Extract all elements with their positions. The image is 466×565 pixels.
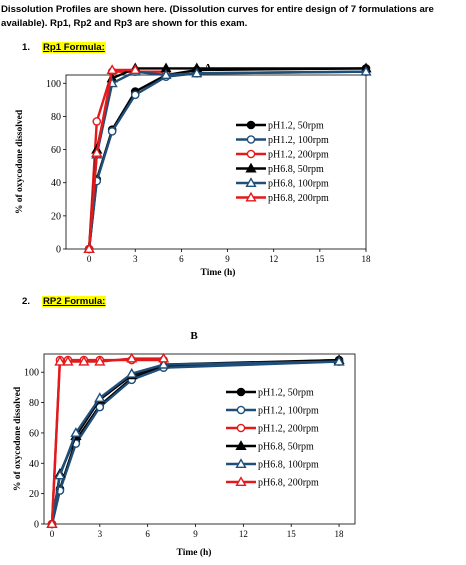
legend-marker — [246, 120, 256, 130]
data-point — [158, 352, 170, 363]
legend-label: pH6.8, 200rpm — [268, 193, 329, 204]
section-heading-rp2: 2. RP2 Formula: — [22, 296, 107, 307]
x-tick-label: 3 — [98, 529, 103, 539]
y-tick-label: 20 — [51, 211, 61, 222]
data-point — [333, 355, 345, 366]
legend-label: pH1.2, 100rpm — [258, 406, 319, 417]
x-axis-label: Time (h) — [201, 267, 236, 278]
x-tick-label: 6 — [145, 529, 150, 539]
data-point — [126, 352, 138, 363]
data-point — [106, 64, 118, 75]
legend-marker — [235, 440, 247, 451]
x-axis-label: Time (h) — [177, 547, 212, 558]
x-tick-label: 0 — [87, 254, 92, 264]
data-point — [191, 67, 203, 78]
legend-marker — [236, 405, 246, 415]
section-title: Rp1 Formula: — [42, 42, 106, 53]
y-tick-label: 80 — [51, 112, 61, 123]
data-point — [83, 243, 95, 254]
data-point — [91, 147, 103, 157]
data-point — [130, 90, 140, 100]
y-tick-label: 60 — [51, 145, 61, 156]
legend-label: pH6.8, 100rpm — [268, 179, 329, 190]
y-axis-label: % of oxycodone dissolved — [15, 109, 25, 214]
legend-marker — [245, 191, 257, 202]
legend-marker — [236, 423, 246, 433]
x-tick-label: 9 — [225, 254, 230, 264]
legend-label: pH1.2, 50rpm — [268, 121, 324, 132]
legend-marker — [246, 149, 256, 159]
y-tick-label: 100 — [24, 368, 39, 379]
data-point — [54, 469, 66, 480]
y-tick-label: 60 — [29, 428, 39, 439]
legend-marker — [245, 177, 257, 188]
y-axis-label: % of oxycodone dissolved — [13, 386, 23, 491]
y-tick-label: 0 — [34, 520, 39, 531]
legend-label: pH1.2, 50rpm — [258, 388, 314, 399]
legend-marker — [245, 162, 257, 173]
series-line-6 — [50, 357, 164, 525]
legend-marker — [246, 135, 256, 144]
section-heading-rp1: 1. Rp1 Formula: — [22, 42, 106, 53]
data-point — [94, 392, 106, 403]
data-point — [129, 64, 141, 75]
y-tick-label: 40 — [29, 459, 39, 470]
dissolution-chart-rp2: B 0 20 40 60 80 100 0 3 6 9 12 15 18 Time (h) % of oxyc… — [13, 330, 356, 558]
plot-frame — [43, 353, 356, 525]
x-tick-label: 0 — [50, 529, 55, 539]
data-point — [78, 355, 90, 366]
data-point — [92, 117, 102, 126]
legend-marker — [235, 476, 247, 487]
intro-paragraph: Dissolution Profiles are shown here. (Di… — [1, 4, 434, 29]
data-point — [70, 427, 82, 437]
plot-frame — [65, 74, 367, 250]
legend-label: pH6.8, 200rpm — [258, 478, 319, 489]
data-point — [107, 127, 117, 136]
legend-label: pH1.2, 200rpm — [268, 150, 329, 161]
data-point — [360, 65, 372, 76]
data-point — [46, 518, 58, 529]
legend-label: pH1.2, 100rpm — [268, 135, 329, 146]
data-point — [94, 355, 106, 366]
data-point — [126, 367, 138, 378]
legend-label: pH6.8, 100rpm — [258, 460, 319, 471]
legend-label: pH1.2, 200rpm — [258, 424, 319, 435]
x-tick-label: 3 — [133, 254, 138, 264]
series-line-3 — [87, 70, 166, 250]
section-number: 2. — [22, 296, 31, 307]
x-tick-label: 15 — [287, 529, 297, 539]
section-title: RP2 Formula: — [42, 296, 107, 307]
y-tick-label: 40 — [51, 178, 61, 189]
x-tick-label: 6 — [179, 254, 184, 264]
x-tick-label: 9 — [193, 529, 198, 539]
series-line-6 — [87, 68, 136, 250]
y-tick-label: 100 — [46, 79, 61, 90]
data-point — [54, 355, 66, 366]
data-point — [160, 69, 172, 79]
legend-label: pH6.8, 50rpm — [268, 164, 324, 175]
legend-label: pH6.8, 50rpm — [258, 442, 314, 453]
panel-label: B — [190, 330, 198, 342]
x-tick-label: 18 — [335, 529, 345, 539]
series-line-3 — [50, 358, 164, 525]
x-tick-label: 15 — [315, 254, 325, 264]
x-tick-label: 18 — [362, 254, 372, 264]
data-point — [62, 355, 74, 366]
x-tick-label: 12 — [269, 254, 278, 264]
y-tick-label: 20 — [29, 489, 39, 500]
legend-marker — [235, 458, 247, 469]
x-tick-label: 12 — [239, 529, 248, 539]
legend-marker — [236, 387, 246, 397]
y-tick-label: 80 — [29, 398, 39, 409]
y-tick-label: 0 — [56, 245, 61, 256]
data-point — [158, 358, 170, 369]
section-number: 1. — [22, 42, 31, 53]
